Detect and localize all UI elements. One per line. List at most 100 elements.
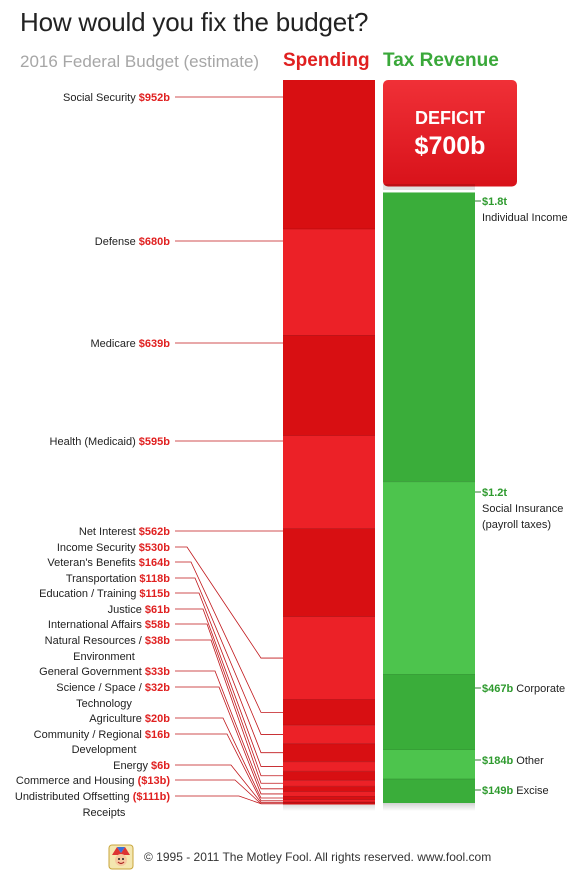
revenue-bar-shadow	[383, 803, 475, 811]
revenue-segment-other	[383, 749, 475, 780]
spending-segment-health-medicaid	[283, 435, 375, 529]
spending-value: $562b	[139, 526, 170, 538]
spending-segment-undistributed-offsetting	[283, 803, 375, 805]
spending-segment-transportation	[283, 725, 375, 744]
revenue-label-individual-income: $1.8t Individual Income	[475, 196, 568, 224]
deficit-label: DEFICIT	[415, 108, 485, 128]
revenue-label-excise: $149b Excise	[475, 785, 549, 797]
footer: © 1995 - 2011 The Motley Fool. All right…	[108, 844, 491, 870]
spending-label-text: Health (Medicaid) $595b	[50, 436, 171, 448]
revenue-value: $184b	[482, 755, 513, 767]
revenue-category-name: Corporate	[513, 683, 565, 695]
spending-segment-education-training	[283, 743, 375, 762]
deficit-value: $700b	[415, 132, 486, 160]
spending-label-text: Medicare $639b	[91, 338, 171, 350]
deficit-box: DEFICIT $700b	[383, 80, 517, 190]
spending-value: $61b	[145, 604, 170, 616]
spending-label-community-regional: Community / Regional $16b Development	[34, 729, 283, 802]
spending-leader-line	[175, 577, 283, 735]
spending-category-name: Defense	[95, 236, 139, 248]
revenue-category-name: Excise	[513, 785, 548, 797]
spending-category-name: Community / Regional	[34, 729, 145, 741]
spending-category-name: Commerce and Housing	[16, 775, 138, 787]
revenue-label-text: $149b Excise	[482, 785, 549, 797]
revenue-label-text: $184b Other	[482, 755, 544, 767]
spending-category-name: Transportation	[66, 573, 140, 585]
spending-bar-shadow	[283, 803, 375, 811]
spending-value: $6b	[151, 760, 170, 772]
revenue-segment-corporate	[383, 674, 475, 750]
spending-value: ($13b)	[138, 775, 171, 787]
spending-segment-social-security	[283, 80, 375, 230]
spending-segment-natural-resources	[283, 780, 375, 787]
spending-label-text: Natural Resources / $38b	[45, 635, 171, 647]
spending-category-name: Income Security	[57, 542, 139, 554]
revenue-category-name-line2: (payroll taxes)	[482, 519, 551, 531]
revenue-segment-social-insurance	[383, 481, 475, 675]
budget-chart: DEFICIT $700b Social Security $952b Defen…	[15, 80, 568, 819]
spending-column-header: Spending	[283, 50, 370, 71]
revenue-value: $1.2t	[482, 487, 507, 499]
spending-segment-general-government	[283, 786, 375, 792]
chart-subtitle: 2016 Federal Budget (estimate)	[20, 52, 260, 71]
spending-label-health-medicaid: Health (Medicaid) $595b	[50, 436, 283, 448]
spending-category-name: Social Security	[63, 92, 139, 104]
spending-segment-community-regional	[283, 799, 375, 803]
spending-value: $680b	[139, 236, 170, 248]
copyright-text: © 1995 - 2011 The Motley Fool. All right…	[144, 850, 492, 864]
spending-value: $639b	[139, 338, 170, 350]
spending-leader-line	[175, 764, 283, 803]
spending-leader-line	[175, 733, 283, 802]
spending-category-name: Natural Resources /	[45, 635, 145, 647]
spending-label-text: Agriculture $20b	[89, 713, 170, 725]
spending-label-text: Defense $680b	[95, 236, 171, 248]
spending-segment-energy	[283, 802, 375, 803]
spending-category-name: Medicare	[91, 338, 139, 350]
spending-label-line2: Environment	[73, 651, 135, 663]
spending-label-income-security: Income Security $530b	[57, 542, 283, 659]
revenue-label-social-insurance: $1.2t Social Insurance (payroll taxes)	[475, 487, 563, 531]
spending-label-text: Veteran's Benefits $164b	[47, 557, 170, 569]
spending-label-energy: Energy $6b	[113, 760, 283, 803]
spending-category-name: Education / Training	[39, 588, 139, 600]
deficit-block	[383, 80, 517, 187]
spending-label-text: Energy $6b	[113, 760, 170, 772]
page-title: How would you fix the budget?	[20, 7, 369, 37]
spending-category-name: International Affairs	[48, 619, 145, 631]
spending-label-science-space: Science / Space / $32b Technology	[56, 682, 283, 795]
revenue-category-name: Other	[513, 755, 544, 767]
spending-value: $115b	[139, 588, 170, 600]
revenue-label-text: $1.8t	[482, 196, 507, 208]
spending-segment-veteran-s-benefits	[283, 699, 375, 726]
spending-leader-line	[175, 686, 283, 795]
spending-category-name: Health (Medicaid)	[50, 436, 139, 448]
spending-label-defense: Defense $680b	[95, 236, 283, 248]
revenue-segment-individual-income	[383, 192, 475, 482]
spending-label-veteran-s-benefits: Veteran's Benefits $164b	[47, 557, 283, 713]
spending-value: $952b	[139, 92, 170, 104]
revenue-category-name: Social Insurance	[482, 503, 563, 515]
spending-value: $20b	[145, 713, 170, 725]
spending-leader-line	[175, 561, 283, 713]
spending-category-name: Science / Space /	[56, 682, 145, 694]
spending-label-natural-resources: Natural Resources / $38b Environment	[45, 635, 283, 784]
spending-label-international-affairs: International Affairs $58b	[48, 619, 283, 777]
spending-segment-income-security	[283, 616, 375, 700]
spending-label-text: General Government $33b	[39, 666, 170, 678]
spending-label-text: Community / Regional $16b	[34, 729, 171, 741]
revenue-value: $149b	[482, 785, 513, 797]
spending-category-name: Undistributed Offsetting	[15, 791, 133, 803]
spending-label-text: International Affairs $58b	[48, 619, 170, 631]
spending-label-net-interest: Net Interest $562b	[79, 526, 283, 538]
spending-label-agriculture: Agriculture $20b	[89, 713, 283, 799]
revenue-value: $1.8t	[482, 196, 507, 208]
spending-label-general-government: General Government $33b	[39, 666, 283, 790]
spending-category-name: General Government	[39, 666, 145, 678]
spending-label-text: Net Interest $562b	[79, 526, 170, 538]
spending-leader-line	[175, 670, 283, 790]
spending-label-text: Commerce and Housing ($13b)	[16, 775, 170, 787]
spending-label-justice: Justice $61b	[108, 604, 283, 767]
spending-category-name: Energy	[113, 760, 151, 772]
deficit-shadow	[383, 184, 475, 190]
spending-label-text: Undistributed Offsetting ($111b)	[15, 791, 170, 803]
